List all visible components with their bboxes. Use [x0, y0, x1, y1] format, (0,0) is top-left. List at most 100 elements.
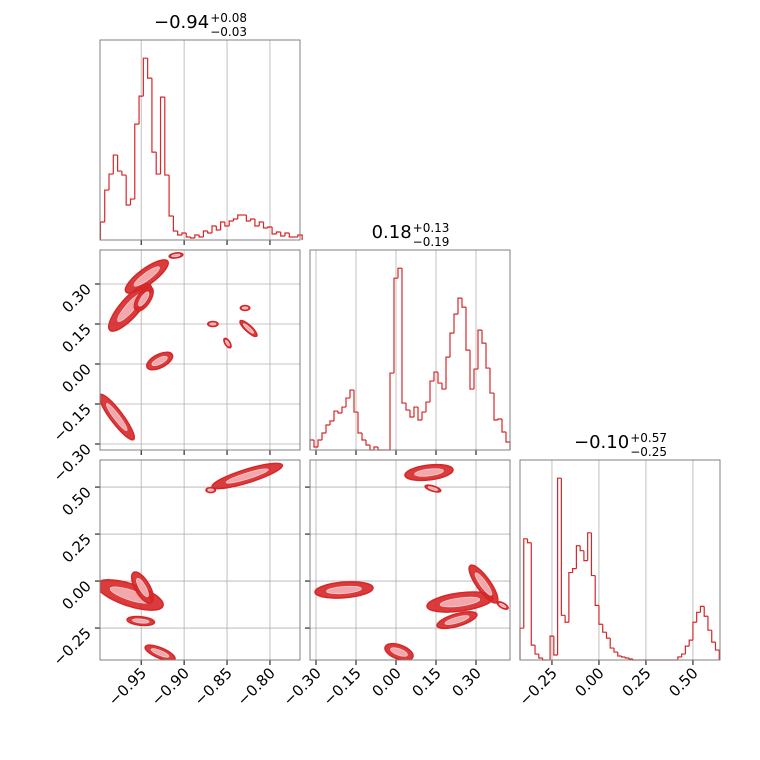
histogram-step — [696, 611, 701, 623]
histogram-step — [624, 657, 630, 659]
contour-inner — [105, 403, 128, 432]
title-plus: +0.13 — [413, 221, 450, 235]
histogram-step — [714, 642, 720, 660]
histogram-step — [349, 389, 354, 399]
histogram-step — [207, 231, 213, 234]
contour-group — [314, 463, 509, 660]
histogram-step — [485, 343, 490, 369]
title-minus: −0.03 — [210, 25, 247, 39]
histogram-step — [579, 545, 584, 552]
histogram-step — [473, 368, 478, 390]
contour-inner — [243, 323, 254, 334]
histogram-step — [556, 477, 562, 656]
histogram-step — [194, 234, 200, 239]
histogram-step — [147, 58, 152, 79]
histogram-step — [692, 621, 697, 641]
contour-inner — [225, 339, 230, 347]
panel-frame — [99, 459, 301, 661]
histogram-step — [534, 645, 539, 655]
histogram-step — [164, 97, 170, 176]
title-plus: +0.57 — [630, 431, 667, 445]
histogram-step — [365, 440, 370, 446]
contour-inner — [138, 291, 150, 307]
histogram-step — [337, 411, 342, 414]
histogram-step — [481, 330, 486, 344]
histogram-step — [341, 406, 346, 414]
x-tick-label: 0.30 — [448, 664, 484, 700]
x-tick-label: −0.95 — [105, 664, 150, 709]
title-value: 0.18 — [372, 222, 412, 243]
histogram-step — [437, 372, 442, 384]
contour-inner — [225, 468, 269, 484]
histogram-step — [258, 221, 264, 227]
histogram-step — [177, 231, 182, 236]
histogram-step — [151, 78, 157, 153]
histogram-step — [142, 57, 148, 97]
histogram-step — [429, 380, 434, 403]
x-tick-label: −0.25 — [516, 664, 561, 709]
panel-frame — [519, 459, 721, 661]
histogram-step — [519, 627, 524, 660]
contour-inner — [136, 577, 149, 598]
histogram-step — [198, 235, 204, 238]
histogram-step — [553, 636, 558, 656]
contour-inner — [151, 355, 168, 367]
histogram-step — [433, 371, 438, 382]
title-value: −0.94 — [154, 12, 209, 33]
y-tick-label: 0.00 — [58, 577, 94, 613]
histogram-step — [284, 232, 290, 237]
y-tick-label: 0.15 — [58, 320, 94, 356]
y-tick-label: 0.50 — [58, 483, 94, 519]
y-tick-label: 0.30 — [58, 280, 94, 316]
histogram-step — [409, 410, 414, 418]
histogram — [309, 267, 511, 451]
histogram-step — [333, 410, 338, 422]
histogram-step — [469, 350, 474, 390]
histogram-step — [605, 632, 611, 639]
y-tick-label: −0.25 — [50, 624, 95, 669]
contour-inner — [439, 596, 481, 608]
histogram-step — [99, 221, 105, 240]
histogram-step — [613, 648, 618, 653]
histogram-step — [373, 446, 378, 450]
contour-inner — [414, 468, 444, 477]
y-tick-label: −0.15 — [50, 400, 95, 445]
panel-frame — [309, 459, 511, 661]
histogram-step — [684, 645, 690, 655]
histogram-step — [202, 230, 208, 238]
contour-group — [100, 462, 284, 660]
contour-inner — [474, 572, 493, 596]
histogram-step — [699, 605, 705, 613]
histogram-step — [245, 215, 251, 222]
histogram — [99, 57, 303, 240]
histogram-step — [677, 656, 682, 660]
panel-frame — [99, 39, 301, 241]
x-tick-label: −0.90 — [148, 664, 193, 709]
histogram-step — [361, 433, 366, 441]
histogram-step — [572, 567, 577, 573]
title-minus: −0.25 — [630, 445, 667, 459]
panel-title: −0.94 — [154, 12, 209, 33]
histogram-step — [228, 220, 234, 227]
histogram-step — [224, 222, 230, 227]
histogram-step — [112, 154, 118, 175]
histogram-step — [477, 329, 482, 370]
contour-inner — [390, 647, 408, 657]
title-plus: +0.08 — [210, 11, 247, 25]
histogram-step — [329, 420, 334, 426]
histogram-step — [185, 233, 191, 238]
histogram-step — [397, 267, 402, 279]
contour-inner — [499, 603, 507, 608]
histogram-step — [220, 221, 225, 231]
histogram-step — [134, 123, 140, 200]
contour-inner — [207, 488, 214, 492]
title-value: −0.10 — [574, 432, 629, 453]
histogram-step — [530, 542, 536, 646]
histogram-step — [155, 152, 161, 175]
histogram-step — [575, 545, 581, 569]
histogram-step — [594, 575, 599, 606]
histogram-step — [493, 393, 498, 421]
histogram-step — [104, 189, 110, 223]
contour-inner — [241, 306, 249, 310]
histogram-step — [232, 218, 238, 222]
